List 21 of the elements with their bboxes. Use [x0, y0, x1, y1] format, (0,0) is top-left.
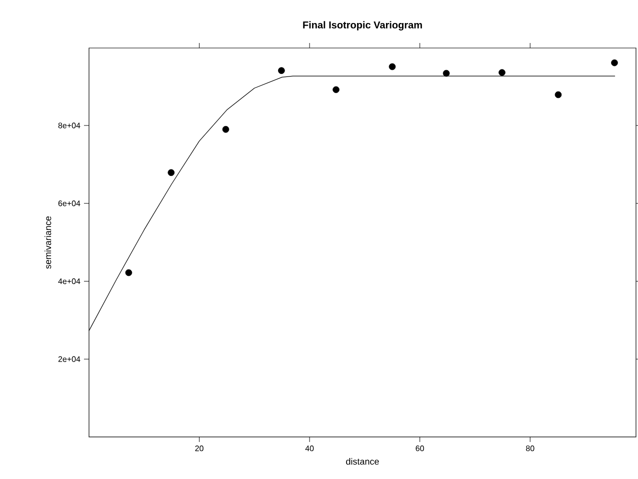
- point: [611, 59, 618, 66]
- point: [498, 69, 506, 76]
- x-tick-label: 20: [195, 446, 204, 452]
- x-axis-title: distance: [346, 458, 379, 465]
- point: [332, 86, 340, 94]
- x-tick-label: 60: [416, 446, 424, 452]
- point: [554, 91, 562, 98]
- point: [168, 169, 175, 176]
- y-tick-label: 6e+04: [58, 200, 80, 206]
- y-axis-title: semivariance: [44, 216, 52, 269]
- y-tick-label: 8e+04: [58, 122, 80, 128]
- point: [125, 269, 132, 276]
- point: [222, 126, 230, 133]
- chart-title: Final Isotropic Variogram: [303, 21, 422, 30]
- y-tick-label: 2e+04: [58, 356, 80, 362]
- point: [278, 67, 285, 74]
- x-tick-label: 80: [526, 446, 534, 452]
- x-tick-label: 40: [305, 446, 314, 452]
- point: [388, 63, 396, 70]
- point: [442, 70, 450, 77]
- y-tick-label: 4e+04: [58, 278, 80, 284]
